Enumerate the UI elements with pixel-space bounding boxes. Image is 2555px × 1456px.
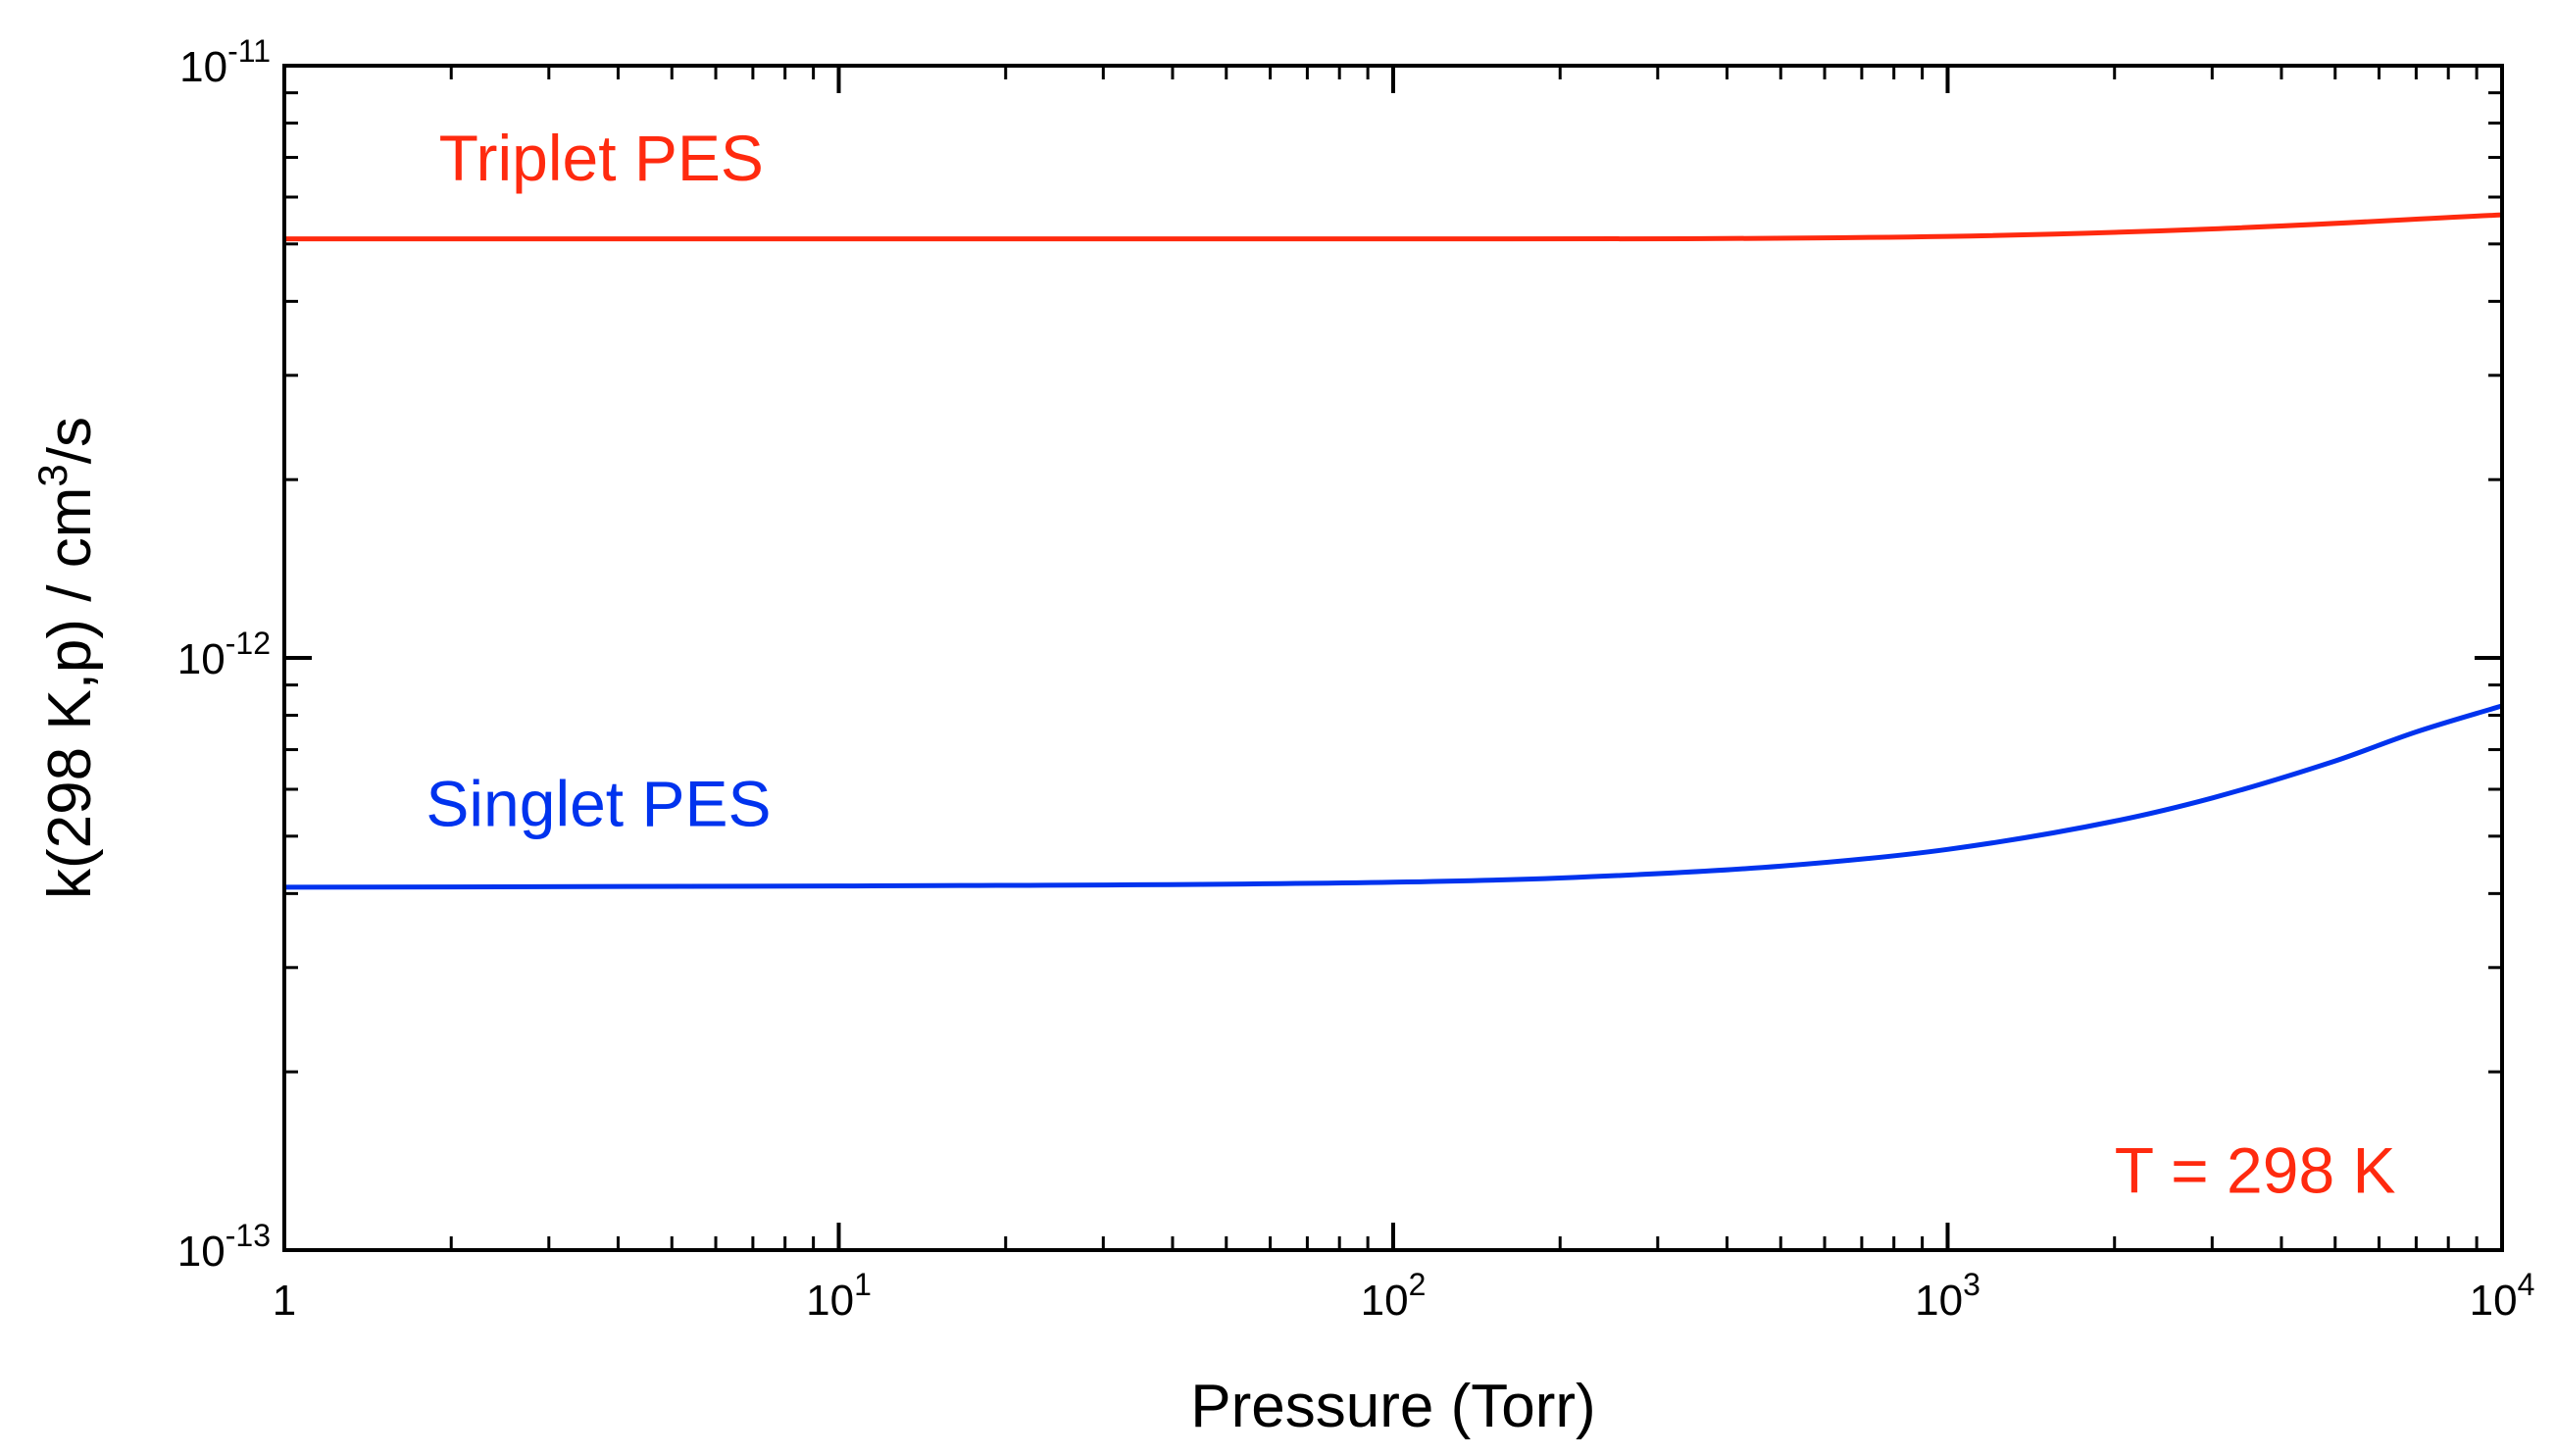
- y-axis-label-superscript: 3: [29, 464, 75, 486]
- x-tick-label: 101: [806, 1267, 872, 1325]
- annotation-temperature: T = 298 K: [2115, 1133, 2396, 1206]
- series-line-triplet-pes: [284, 212, 2503, 242]
- x-tick-label: 1: [273, 1277, 296, 1325]
- x-tick-label: 104: [2470, 1267, 2535, 1325]
- series-label-singlet-pes: Singlet PES: [426, 768, 771, 840]
- y-tick-label: 10-12: [177, 626, 271, 683]
- x-axis-label: Pressure (Torr): [1190, 1373, 1595, 1440]
- series-layer: [283, 212, 2503, 890]
- major-ticks: [282, 64, 2504, 1252]
- labels-layer: 1 101 102 103 104 10-13 10-12 10-11 Triplet PES S…: [177, 33, 2535, 1325]
- minor-ticks: [284, 66, 2502, 1250]
- plot-frame: [282, 64, 2504, 1252]
- series-line-singlet-pes: [283, 703, 2503, 890]
- y-axis-label: k(298 K,p) / cm3/s: [29, 417, 104, 899]
- y-axis-label-tail: /s: [36, 417, 104, 464]
- y-axis-label-main: k(298 K,p) / cm: [36, 487, 104, 899]
- y-tick-label: 10-11: [179, 33, 271, 91]
- x-tick-label: 103: [1915, 1267, 1980, 1325]
- y-tick-label: 10-13: [177, 1218, 271, 1276]
- series-label-triplet-pes: Triplet PES: [439, 122, 764, 194]
- x-tick-label: 102: [1361, 1267, 1427, 1325]
